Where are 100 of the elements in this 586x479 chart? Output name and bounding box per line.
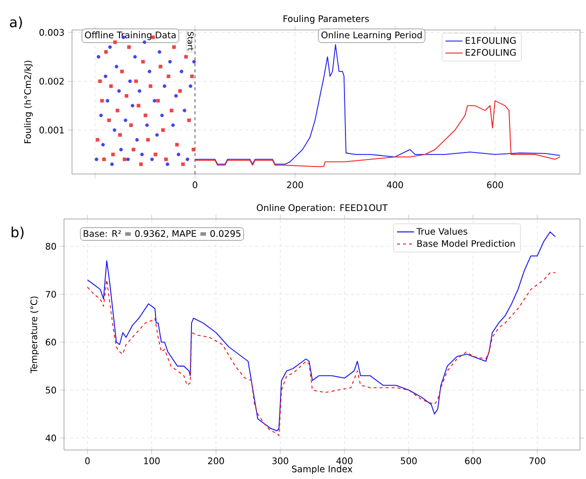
point [127, 45, 131, 49]
x-tick-label: 200 [287, 181, 303, 188]
text: b) [12, 226, 24, 240]
chart-title: Online Operation: FEED1OUT [256, 204, 388, 213]
point [158, 64, 162, 68]
point [187, 118, 191, 122]
point [124, 94, 128, 98]
point [188, 84, 192, 88]
point [126, 158, 130, 162]
point [96, 138, 100, 142]
point [148, 70, 152, 74]
point [162, 84, 166, 88]
point [182, 108, 186, 112]
point [148, 84, 152, 88]
point [139, 162, 143, 166]
point [135, 138, 139, 142]
point [111, 152, 115, 156]
point [166, 162, 170, 166]
point [164, 158, 168, 162]
point [134, 79, 138, 84]
point [132, 148, 136, 152]
point [96, 55, 100, 59]
point [180, 70, 184, 74]
annotation: Online Learning Period [321, 31, 422, 40]
x-tick-label: 0 [85, 457, 90, 464]
point [161, 128, 165, 132]
point [190, 74, 194, 78]
y-tick-label: 70 [46, 290, 56, 298]
point [110, 162, 114, 166]
legend-label: E1FOULING [466, 37, 516, 44]
point [94, 158, 98, 162]
point [102, 158, 106, 162]
point [181, 162, 185, 166]
point [175, 142, 179, 146]
point [128, 79, 132, 84]
point [108, 45, 112, 49]
x-tick-label: 200 [208, 457, 224, 464]
x-tick-label: 700 [529, 457, 546, 464]
point [118, 133, 122, 137]
point [104, 74, 108, 78]
point [106, 98, 110, 103]
y-tick-label: 0.003 [39, 29, 64, 36]
point [122, 158, 126, 162]
point [114, 64, 118, 68]
annotation: Base: R² = 0.9362, MAPE = 0.0295 [84, 230, 240, 238]
point [186, 158, 190, 162]
point [160, 114, 164, 118]
annotation: Offline Training Data [84, 31, 176, 40]
x-axis-title: Sample Index [292, 465, 352, 474]
y-axis-title: Fouling (h°Cm2/kJ) [24, 60, 33, 144]
y-tick-label: 0.001 [39, 126, 64, 134]
point [98, 79, 102, 84]
y-tick-label: 50 [46, 386, 56, 394]
point [112, 128, 116, 132]
point [166, 74, 170, 78]
legend-label: Base Model Prediction [417, 240, 515, 247]
point [144, 114, 148, 118]
point [109, 84, 113, 88]
point [146, 138, 150, 142]
chart-title: Fouling Parameters [284, 15, 369, 24]
point [133, 55, 137, 59]
point [130, 104, 134, 108]
point [138, 89, 142, 93]
point [168, 60, 172, 64]
point [141, 60, 145, 64]
point [119, 148, 123, 152]
point [178, 89, 182, 93]
legend-label: True Values [416, 228, 468, 235]
point [99, 114, 103, 118]
point [170, 108, 174, 112]
point [140, 152, 144, 156]
point [155, 133, 159, 137]
point [116, 108, 120, 112]
text: a) [10, 16, 22, 29]
point [176, 152, 180, 156]
x-tick-label: 600 [487, 181, 503, 188]
x-tick-label: 0 [192, 181, 198, 188]
x-tick-label: 400 [386, 181, 403, 188]
y-tick-label: 60 [46, 338, 56, 346]
legend-label: E2FOULING [466, 49, 516, 56]
point [120, 70, 124, 74]
point [124, 118, 128, 122]
point [100, 98, 104, 103]
point [101, 142, 105, 146]
x-tick-label: 600 [465, 457, 481, 464]
point [184, 55, 188, 59]
point [107, 118, 111, 122]
x-tick-label: 100 [144, 457, 160, 464]
y-tick-label: 80 [46, 242, 56, 250]
point [117, 89, 121, 93]
point [150, 158, 154, 162]
point [113, 40, 117, 44]
point [174, 94, 178, 98]
point [154, 152, 158, 156]
y-tick-label: 0.002 [39, 78, 64, 85]
point [192, 148, 196, 152]
point [136, 104, 140, 108]
point [172, 45, 176, 49]
y-axis-title: Temperature (°C) [30, 296, 39, 374]
x-tick-label: 500 [400, 457, 417, 464]
